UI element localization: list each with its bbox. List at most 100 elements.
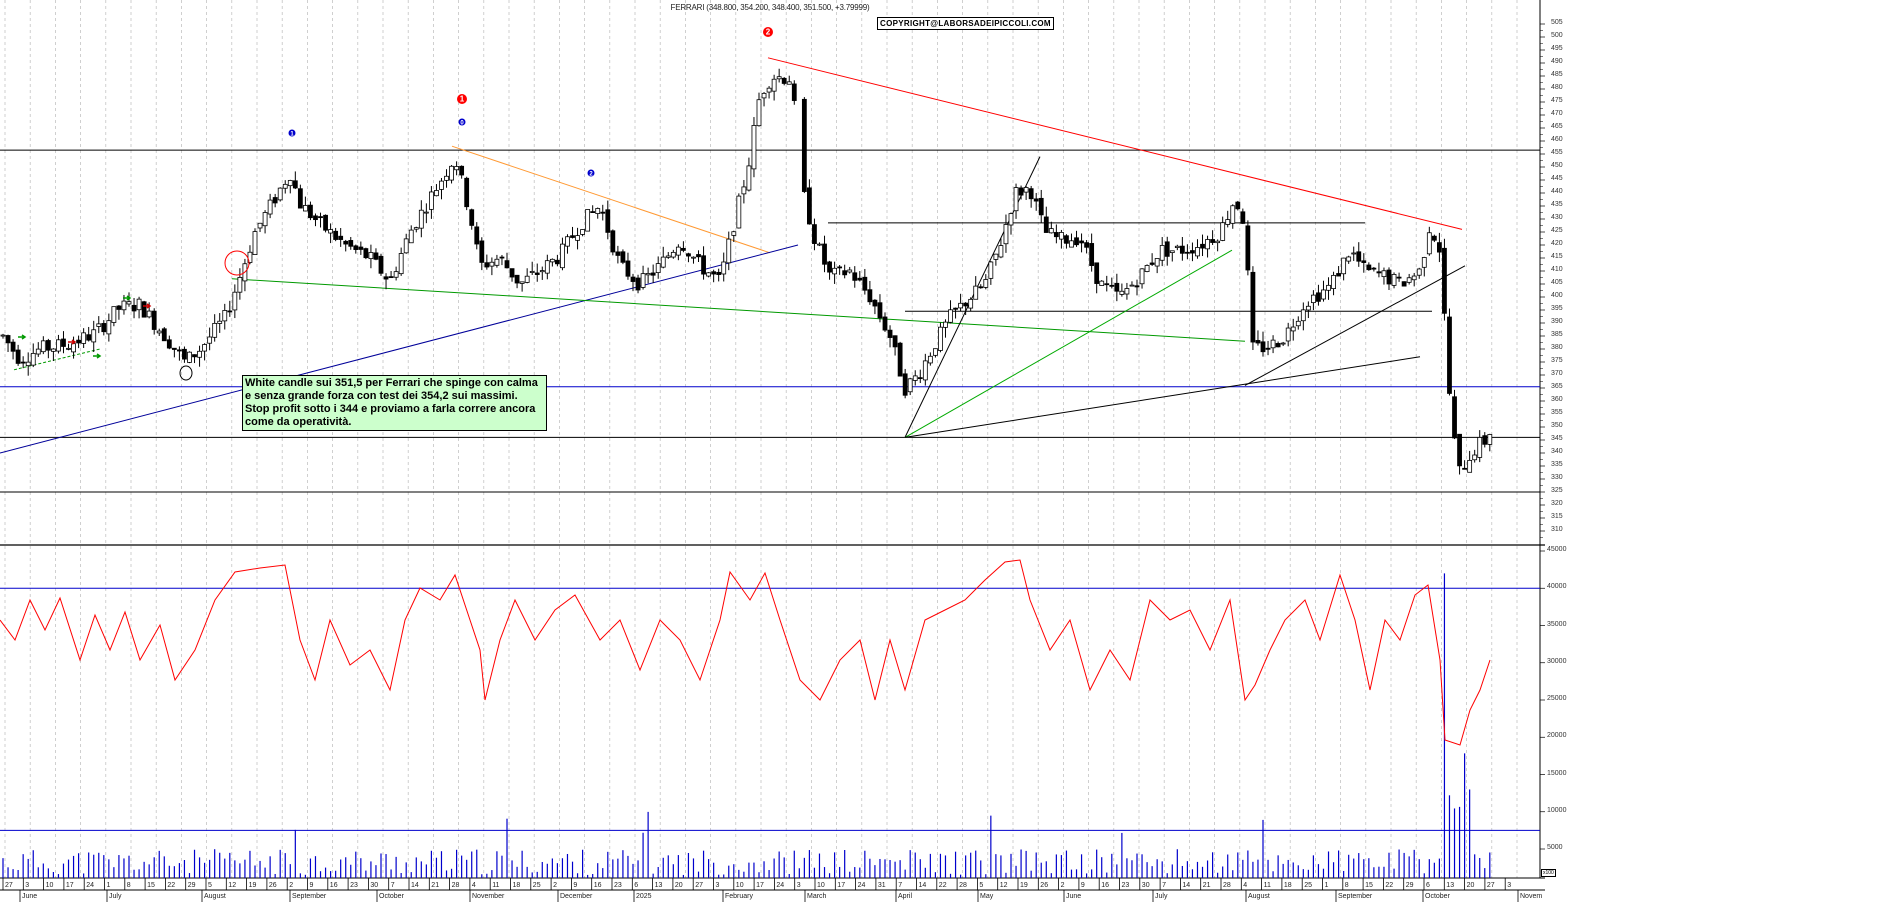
candle-down xyxy=(801,98,807,192)
candle-up xyxy=(751,125,757,170)
candle-up xyxy=(1300,309,1306,322)
date-tick-label: 29 xyxy=(187,882,196,889)
candle-down xyxy=(605,209,611,233)
candle-up xyxy=(1008,213,1014,226)
candle-up xyxy=(660,256,666,268)
candle-down xyxy=(383,276,389,280)
price-tick-label: 385 xyxy=(1551,331,1563,338)
candle-up xyxy=(1129,284,1135,287)
candle-up xyxy=(706,272,711,277)
candle-down xyxy=(711,271,717,275)
candle-down xyxy=(917,377,923,380)
price-tick-label: 420 xyxy=(1551,240,1563,247)
annotation-box: White candle sui 351,5 per Ferrari che s… xyxy=(242,375,547,431)
candle-up xyxy=(565,236,570,247)
trendline xyxy=(13,348,101,371)
candle-up xyxy=(1159,245,1165,261)
candle-down xyxy=(852,272,858,281)
candle-down xyxy=(86,334,92,341)
month-label: March xyxy=(807,893,827,900)
candle-down xyxy=(620,251,626,263)
date-tick-label: 22 xyxy=(167,882,176,889)
signal-arrow-icon xyxy=(123,295,132,301)
trendline xyxy=(767,57,1463,230)
month-label: December xyxy=(560,893,593,900)
candle-up xyxy=(580,229,585,235)
candle-down xyxy=(272,197,278,204)
price-tick-label: 340 xyxy=(1551,448,1563,455)
candle-up xyxy=(368,252,374,260)
date-tick-label: 2 xyxy=(553,882,557,889)
candle-down xyxy=(857,277,863,281)
candle-up xyxy=(413,227,419,230)
candle-down xyxy=(333,230,339,240)
date-tick-label: 22 xyxy=(938,882,947,889)
wave-marker-label: 2 xyxy=(766,28,771,37)
date-tick-label: 7 xyxy=(390,882,395,889)
candle-up xyxy=(489,261,495,267)
candle-up xyxy=(1023,187,1029,193)
candle-up xyxy=(1311,294,1316,304)
candle-down xyxy=(902,373,908,396)
candle-down xyxy=(166,339,172,349)
date-tick-label: 7 xyxy=(1162,882,1166,889)
candle-down xyxy=(297,188,303,209)
candle-up xyxy=(25,361,31,367)
candle-down xyxy=(600,211,606,214)
volume-tick-label: 20000 xyxy=(1547,732,1567,740)
price-tick-label: 505 xyxy=(1551,19,1563,26)
date-tick-label: 24 xyxy=(857,882,866,889)
candle-down xyxy=(1200,243,1205,249)
candle-down xyxy=(1275,343,1281,348)
candle-up xyxy=(1346,256,1352,262)
price-tick-label: 360 xyxy=(1551,396,1563,403)
candle-up xyxy=(736,195,742,229)
volume-tick-label: 5000 xyxy=(1547,844,1563,851)
candle-up xyxy=(1477,437,1483,458)
candle-up xyxy=(519,281,525,284)
date-tick-label: 5 xyxy=(208,882,212,889)
candle-down xyxy=(161,328,167,342)
trendline xyxy=(904,356,1421,438)
price-tick-label: 475 xyxy=(1551,97,1563,104)
candle-down xyxy=(822,243,827,265)
candle-down xyxy=(1164,241,1170,257)
candle-up xyxy=(232,291,238,311)
candle-down xyxy=(292,180,298,189)
month-label: April xyxy=(898,893,913,900)
candle-up xyxy=(524,275,530,283)
date-tick-label: 16 xyxy=(329,882,338,889)
date-tick-label: 21 xyxy=(1202,882,1211,889)
candle-down xyxy=(716,271,722,275)
volume-tick-label: 40000 xyxy=(1547,583,1567,591)
candle-up xyxy=(212,322,218,338)
price-tick-label: 465 xyxy=(1551,123,1563,130)
candle-down xyxy=(373,252,379,260)
date-tick-label: 27 xyxy=(1486,882,1495,889)
date-tick-label: 16 xyxy=(1101,882,1109,889)
candle-down xyxy=(696,254,701,258)
candle-down xyxy=(308,204,313,219)
date-tick-label: 1 xyxy=(106,882,111,889)
candle-up xyxy=(40,340,46,353)
date-tick-label: 31 xyxy=(877,882,886,889)
price-tick-label: 390 xyxy=(1551,318,1563,325)
candle-down xyxy=(15,349,21,364)
candle-down xyxy=(348,240,354,247)
candle-up xyxy=(529,271,535,273)
candle-down xyxy=(313,215,318,221)
candle-up xyxy=(645,273,651,276)
price-tick-label: 500 xyxy=(1551,32,1563,39)
candle-up xyxy=(776,76,782,80)
candle-down xyxy=(615,251,621,256)
candle-up xyxy=(1124,288,1130,295)
month-label: October xyxy=(1425,893,1450,900)
date-tick-label: 28 xyxy=(959,882,967,889)
candle-up xyxy=(126,301,132,305)
candle-up xyxy=(731,231,737,236)
candle-down xyxy=(227,310,233,313)
candle-down xyxy=(45,340,51,351)
volume-tick-label: 30000 xyxy=(1547,657,1567,665)
candle-up xyxy=(136,298,142,311)
date-tick-label: 1 xyxy=(1324,882,1329,889)
